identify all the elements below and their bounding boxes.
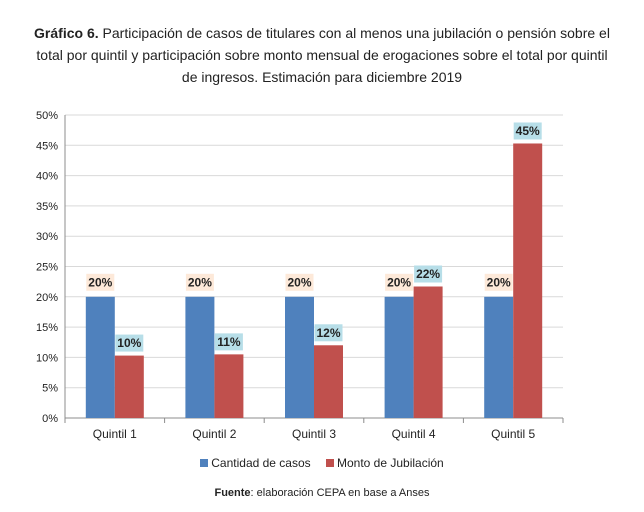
data-label: 20%	[487, 275, 511, 289]
bar-monto	[214, 354, 244, 418]
chart-title-line2: total por quintil y participación sobre …	[36, 47, 608, 63]
source-note: Fuente: elaboración CEPA en base a Anses	[0, 487, 644, 499]
data-label-box	[214, 333, 243, 351]
legend-item-monto: Monto de Jubilación	[326, 456, 444, 470]
data-label: 45%	[516, 124, 540, 138]
y-tick-label: 25%	[36, 262, 58, 274]
bar-cantidad	[484, 296, 514, 418]
data-label: 22%	[416, 267, 440, 281]
x-tick-label: Quintil 1	[93, 427, 137, 441]
y-tick-label: 0%	[42, 413, 58, 425]
legend-swatch-cantidad	[200, 459, 209, 467]
bar-cantidad	[185, 296, 215, 418]
data-label-box	[385, 273, 414, 291]
data-label: 20%	[88, 275, 112, 289]
legend-item-cantidad: Cantidad de casos	[200, 456, 311, 470]
data-label-box	[484, 273, 513, 291]
source-label: Fuente	[214, 487, 251, 499]
x-tick-label: Quintil 5	[491, 427, 535, 441]
bar-cantidad	[384, 296, 414, 418]
chart-title-prefix: Gráfico 6.	[34, 25, 99, 41]
bar-monto	[314, 345, 343, 418]
legend-swatch-monto	[326, 459, 334, 467]
y-tick-label: 15%	[36, 322, 58, 334]
data-label: 20%	[387, 275, 411, 289]
data-label: 20%	[287, 275, 311, 289]
y-tick-label: 50%	[36, 110, 58, 122]
chart-title: Gráfico 6. Participación de casos de tit…	[0, 22, 644, 88]
bar-cantidad	[85, 296, 115, 418]
source-text: : elaboración CEPA en base a Anses	[250, 487, 430, 499]
data-label-box	[285, 273, 314, 291]
chart-title-line3: de ingresos. Estimación para diciembre 2…	[181, 69, 463, 85]
data-label-box	[414, 265, 443, 283]
x-tick-label: Quintil 2	[192, 427, 236, 441]
y-tick-label: 10%	[36, 352, 58, 364]
data-label-box	[513, 122, 542, 140]
y-tick-label: 30%	[36, 231, 58, 243]
bar-monto	[513, 143, 543, 418]
legend-label-monto: Monto de Jubilación	[337, 456, 444, 470]
data-label: 12%	[316, 326, 340, 340]
x-tick-label: Quintil 4	[392, 427, 436, 441]
y-tick-label: 5%	[42, 383, 58, 395]
bar-cantidad	[285, 296, 314, 418]
chart-title-line1: Participación de casos de titulares con …	[102, 25, 610, 41]
data-label: 10%	[117, 336, 141, 350]
data-label: 20%	[188, 275, 212, 289]
bar-monto	[114, 355, 144, 418]
data-label-box	[314, 324, 343, 342]
data-label-box	[185, 273, 214, 291]
bar-monto	[413, 286, 443, 418]
data-label: 11%	[217, 335, 241, 349]
chart-legend: Cantidad de casos Monto de Jubilación	[0, 456, 644, 470]
legend-label-cantidad: Cantidad de casos	[211, 456, 311, 470]
data-label-box	[86, 273, 115, 291]
y-tick-label: 35%	[36, 201, 58, 213]
y-tick-label: 45%	[36, 140, 58, 152]
y-tick-label: 20%	[36, 292, 58, 304]
data-label-box	[115, 334, 144, 352]
x-tick-label: Quintil 3	[292, 427, 336, 441]
bar-chart: 0% 5% 10% 15% 20% 25% 30% 35% 40% 45% 50% Quintil 1…	[36, 110, 564, 441]
y-tick-label: 40%	[36, 171, 58, 183]
